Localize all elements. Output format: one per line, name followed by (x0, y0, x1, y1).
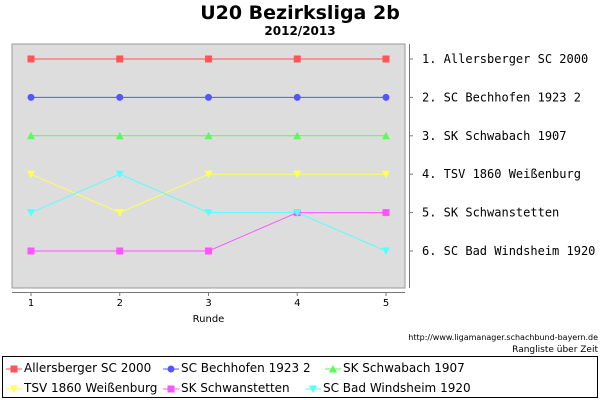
data-point (204, 209, 213, 217)
series-2 (27, 93, 390, 101)
data-point (116, 93, 124, 101)
data-point (293, 93, 301, 101)
legend-label: SC Bechhofen 1923 2 (181, 361, 311, 375)
legend-marker-icon (6, 385, 22, 393)
legend-marker (167, 385, 175, 392)
data-point (382, 93, 390, 101)
data-point (205, 93, 212, 101)
data-point (382, 170, 390, 179)
legend-marker (309, 385, 317, 393)
legend-label: Allersberger SC 2000 (24, 361, 152, 375)
data-point (27, 55, 35, 63)
data-point (116, 247, 124, 255)
legend-label: SK Schwabach 1907 (343, 361, 465, 375)
legend-label: TSV 1860 Weißenburg (24, 381, 158, 395)
data-point (204, 131, 213, 140)
legend-item: SK Schwabach 1907 (325, 361, 465, 375)
data-point (27, 93, 35, 101)
legend-marker-icon (305, 385, 321, 393)
legend-item: Allersberger SC 2000 (6, 361, 151, 375)
chart-subtitle: 2012/2013 (264, 24, 336, 38)
data-point (205, 247, 212, 255)
x-axis-label: Runde (193, 314, 225, 325)
legend-item: SK Schwanstetten (163, 381, 290, 395)
data-point (293, 209, 302, 217)
rank-label: 5. SK Schwanstetten (422, 206, 559, 220)
rank-label: 6. SC Bad Windsheim 1920 (422, 244, 595, 258)
data-point (116, 55, 124, 63)
legend: Allersberger SC 2000 SC Bechhofen 1923 2 S… (2, 356, 598, 398)
data-point (115, 209, 124, 217)
series-6 (27, 170, 390, 255)
x-tick-label: 2 (117, 298, 123, 309)
chart-title: U20 Bezirksliga 2b (200, 2, 400, 24)
data-point (293, 131, 302, 140)
rank-label: 2. SC Bechhofen 1923 2 (422, 90, 581, 104)
rank-chart: 1 2 3 4 5 Runde 1. Allersberger SC 2000 2. SC B… (11, 43, 595, 325)
source-url: http://www.ligamanager.schachbund-bayern… (408, 333, 598, 342)
legend-marker (329, 364, 337, 372)
data-point (204, 170, 213, 179)
legend-marker (167, 365, 175, 372)
data-point (115, 170, 124, 179)
rank-label: 4. TSV 1860 Weißenburg (422, 167, 581, 181)
legend-marker-icon (163, 365, 179, 372)
x-tick-label: 1 (28, 298, 34, 309)
data-point (293, 55, 301, 63)
rank-label: 3. SK Schwabach 1907 (422, 129, 567, 143)
plot-area (11, 43, 406, 289)
legend-marker-icon (6, 365, 22, 372)
data-point (382, 55, 390, 63)
legend-marker (10, 365, 18, 372)
rank-label: 1. Allersberger SC 2000 (422, 52, 588, 66)
legend-label: SK Schwanstetten (181, 381, 290, 395)
legend-item: TSV 1860 Weißenburg (6, 381, 157, 395)
data-point (27, 209, 35, 217)
data-point (382, 209, 390, 217)
data-point (382, 131, 390, 140)
data-point (27, 247, 35, 255)
legend-marker-icon (325, 364, 341, 372)
legend-marker-icon (163, 385, 179, 392)
legend-marker (10, 385, 18, 393)
legend-label: SC Bad Windsheim 1920 (323, 381, 471, 395)
data-point (27, 170, 35, 179)
x-tick-label: 4 (294, 298, 300, 309)
legend-item: SC Bad Windsheim 1920 (305, 381, 471, 395)
series-3 (27, 131, 390, 140)
x-tick-label: 5 (383, 298, 389, 309)
legend-item: SC Bechhofen 1923 2 (163, 361, 311, 375)
series-4 (27, 170, 390, 217)
data-point (205, 55, 212, 63)
data-point (115, 131, 124, 140)
x-tick-label: 3 (205, 298, 211, 309)
data-point (27, 131, 35, 140)
data-point (382, 247, 390, 255)
series-1 (27, 55, 390, 63)
data-point (293, 170, 302, 179)
chart-caption: Rangliste über Zeit (512, 345, 598, 355)
